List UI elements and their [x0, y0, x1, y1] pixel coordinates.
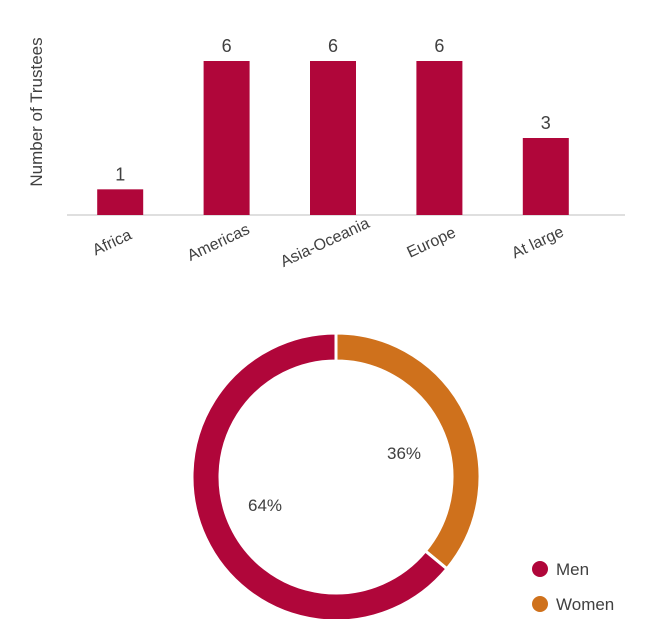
x-tick-label: At large — [509, 224, 566, 263]
bar-chart-bars: 1 Africa 6 Americas 6 Asia-Oceania 6 Europe 3 At … — [90, 36, 569, 271]
donut-slices: 64% 36% — [190, 331, 482, 619]
bar-value-label: 6 — [222, 36, 232, 56]
bar-value-label: 6 — [434, 36, 444, 56]
donut-chart: 64% 36% Men Women — [190, 331, 614, 619]
donut-label-men: 64% — [248, 496, 282, 515]
bar-value-label: 6 — [328, 36, 338, 56]
bar-asia-oceania — [310, 61, 356, 215]
donut-slice-men — [190, 331, 450, 619]
donut-label-women: 36% — [387, 444, 421, 463]
bar-value-label: 1 — [115, 164, 125, 184]
bar-americas — [203, 61, 250, 215]
bar-europe — [416, 61, 463, 215]
x-tick-label: Europe — [405, 224, 459, 261]
legend-label-women: Women — [556, 595, 614, 614]
bar-value-label: 3 — [541, 113, 551, 133]
donut-legend: Men Women — [532, 560, 614, 614]
bar-chart: Number of Trustees 1 Africa 6 Americas 6 Asia… — [27, 36, 625, 271]
x-tick-label: Americas — [185, 221, 253, 265]
x-tick-label: Africa — [90, 227, 134, 260]
bar-africa — [97, 189, 144, 215]
legend-label-men: Men — [556, 560, 589, 579]
x-tick-label: Asia-Oceania — [278, 215, 372, 271]
legend-marker-women — [532, 596, 548, 612]
bar-at-large — [522, 138, 569, 215]
legend-marker-men — [532, 561, 548, 577]
bar-chart-y-axis-label: Number of Trustees — [27, 37, 46, 186]
